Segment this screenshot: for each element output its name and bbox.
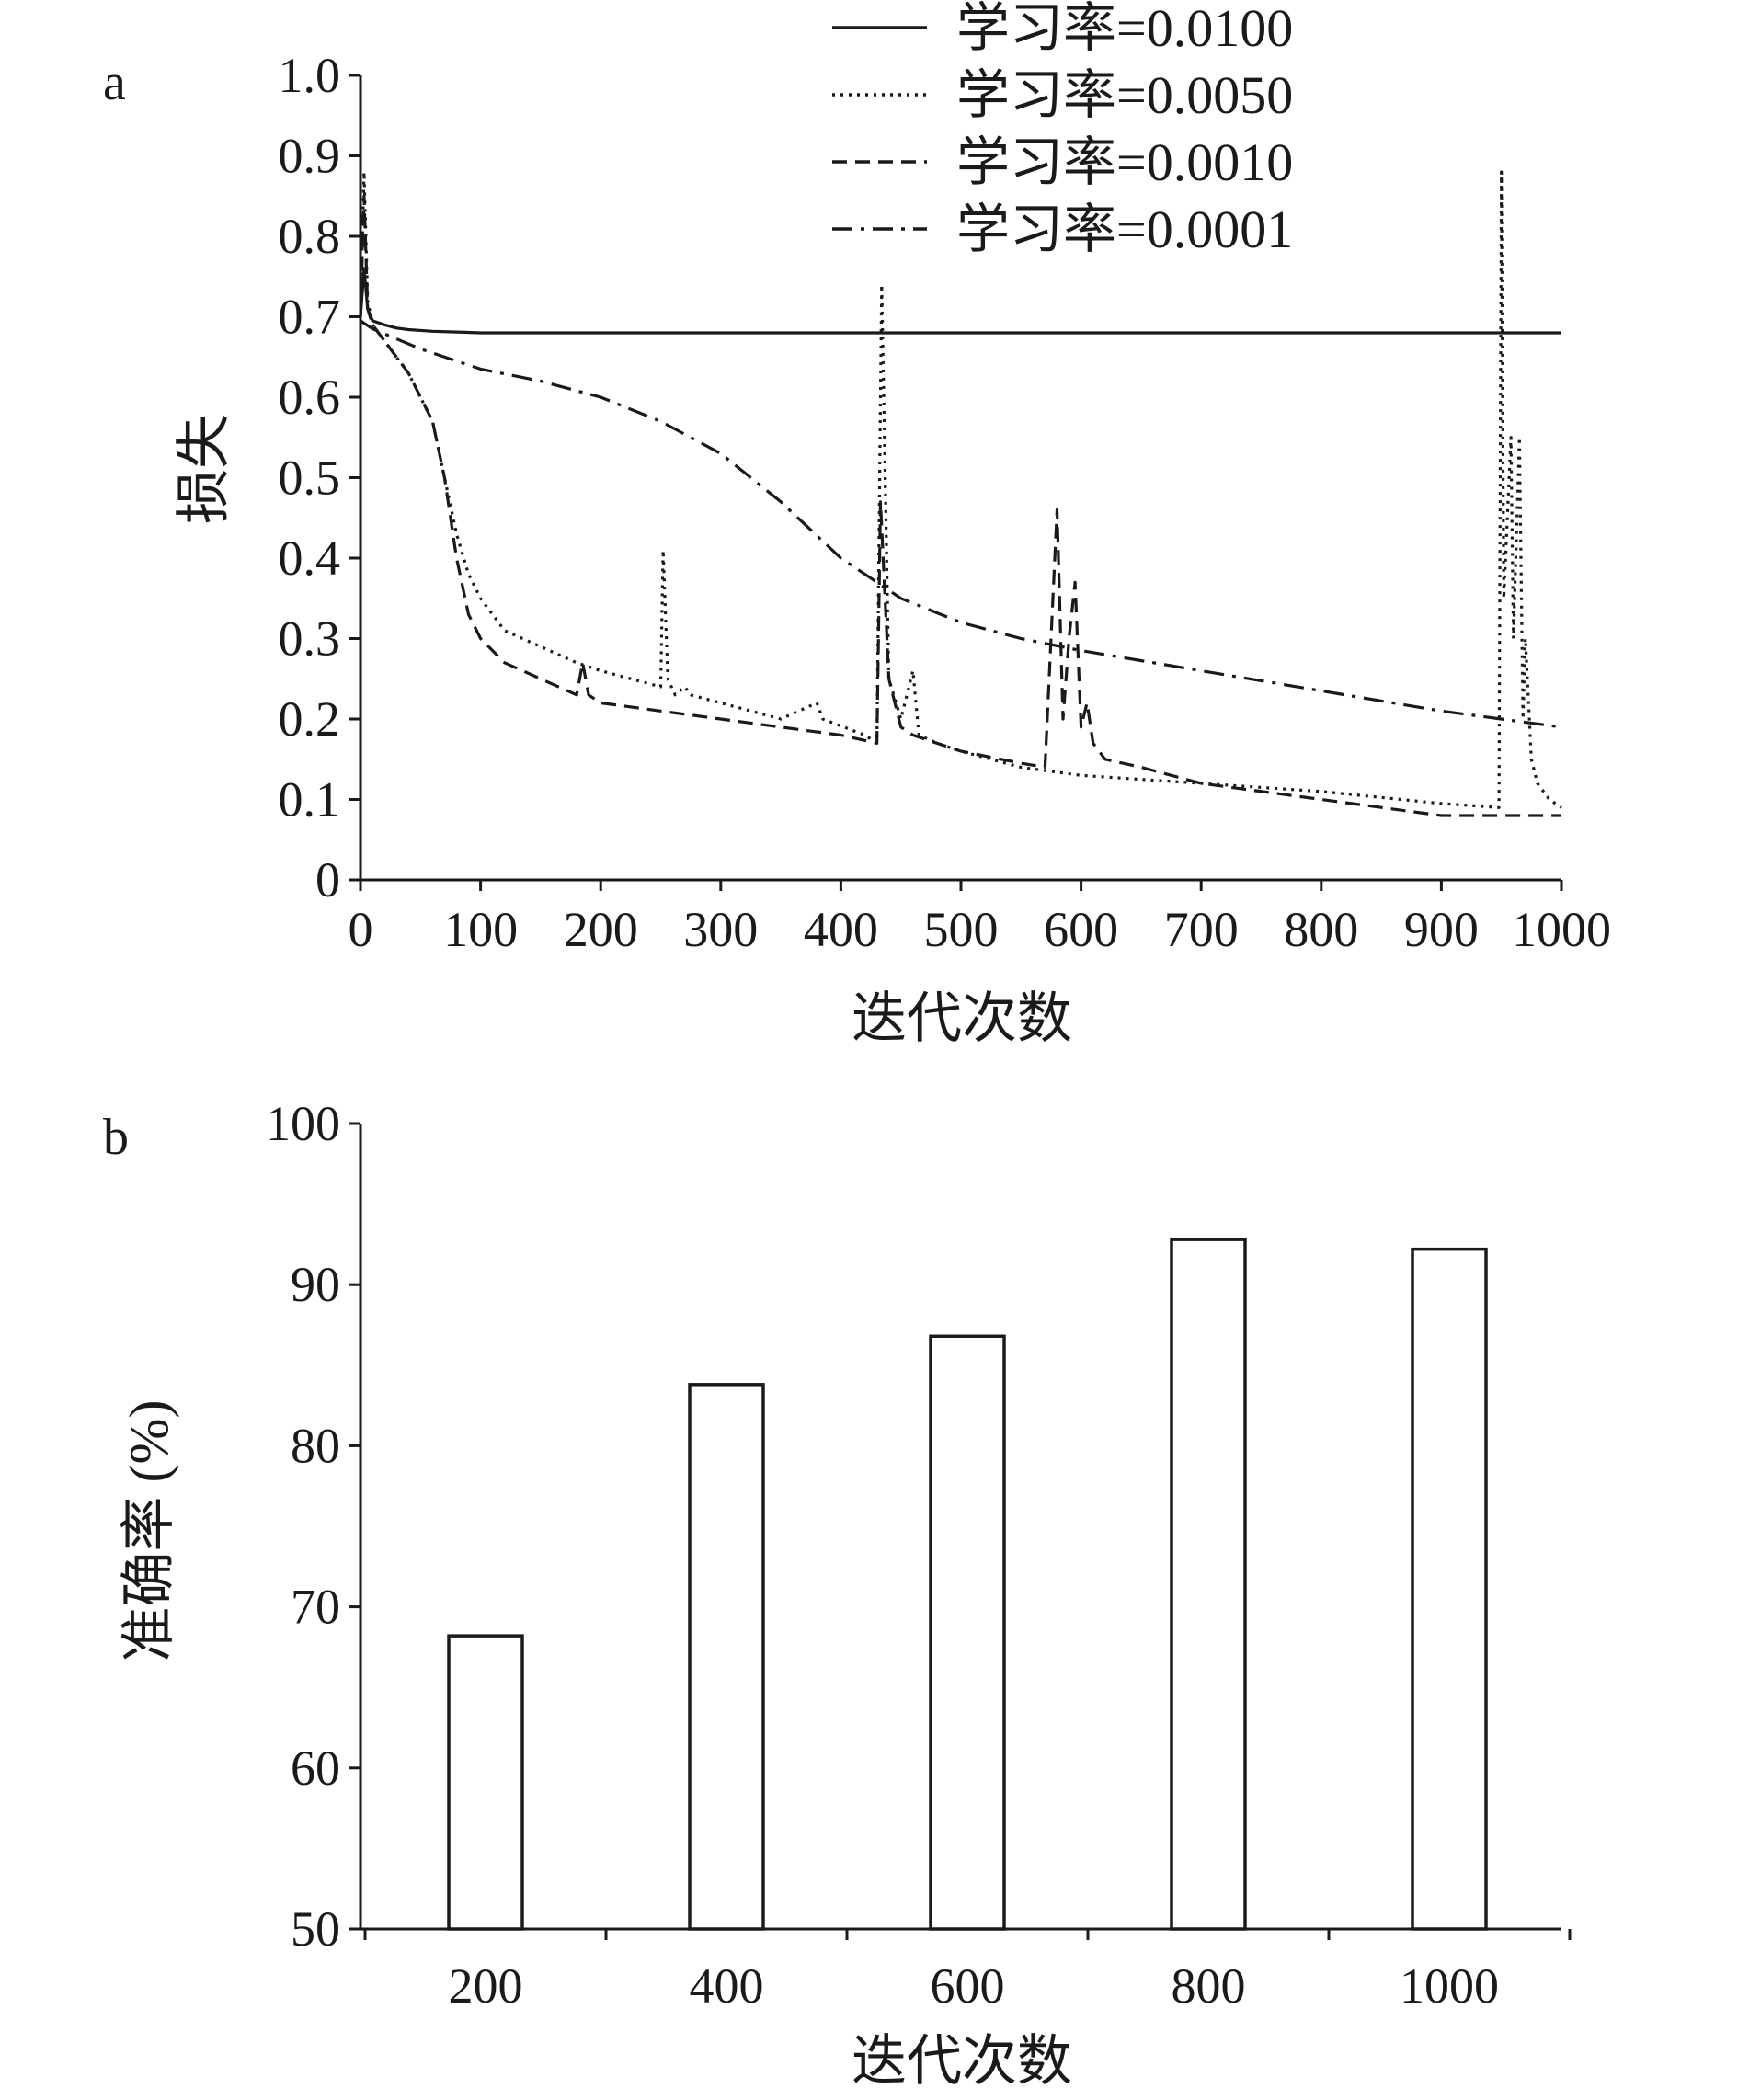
y-tick-label: 90 — [291, 1257, 340, 1312]
y-tick-label: 0.3 — [279, 611, 341, 667]
panel-b-x-axis-title: 迭代次数 — [852, 2031, 1072, 2092]
y-tick-label: 0 — [315, 852, 340, 907]
x-tick-label: 400 — [690, 1958, 764, 2014]
y-tick-label: 0.2 — [279, 691, 341, 747]
legend-entry-label: 学习率=0.0100 — [956, 0, 1293, 58]
y-tick-label: 100 — [266, 1096, 340, 1151]
panel-b-y-ticks: 50 60 70 80 90 100 — [266, 1096, 360, 1957]
panel-b-x-ticks: 200 400 600 800 1000 — [363, 1929, 1572, 2014]
panel-b-y-axis-title: 准确率 (%) — [119, 1400, 179, 1662]
panel-a-line-chart: a 0 0.1 0.2 0.3 0.4 0.5 0.6 0.7 0.8 0.9 1.0 0 100 20… — [103, 0, 1611, 1049]
y-tick-label: 0.8 — [279, 209, 341, 264]
x-tick-label: 700 — [1164, 902, 1239, 957]
panel-a-x-axis-title: 迭代次数 — [852, 988, 1072, 1049]
x-tick-label: 600 — [931, 1958, 1005, 2014]
x-tick-label: 800 — [1284, 902, 1358, 957]
series-line-1 — [359, 267, 1561, 335]
y-tick-label: 0.4 — [279, 531, 341, 586]
bar-400 — [688, 1383, 765, 1931]
x-tick-label: 1000 — [1512, 902, 1611, 957]
x-tick-label: 500 — [924, 902, 999, 957]
y-tick-label: 0.5 — [279, 451, 341, 506]
x-tick-label: 0 — [349, 902, 373, 957]
x-tick-label: 100 — [443, 902, 518, 957]
legend-entry-label: 学习率=0.0010 — [956, 132, 1293, 192]
series-line-4 — [360, 319, 1562, 729]
y-tick-label: 60 — [291, 1740, 340, 1796]
x-tick-label: 900 — [1404, 902, 1479, 957]
y-tick-label: 0.7 — [279, 290, 341, 345]
legend-entry-label: 学习率=0.0001 — [956, 200, 1293, 259]
panel-b-label: b — [103, 1109, 129, 1166]
series-line-3 — [359, 194, 1561, 817]
y-tick-label: 70 — [291, 1580, 340, 1635]
panel-a-y-ticks: 0 0.1 0.2 0.3 0.4 0.5 0.6 0.7 0.8 0.9 1.0 — [279, 48, 360, 907]
bar-200 — [447, 1634, 524, 1931]
panel-a-x-ticks: 0 100 200 300 400 500 600 700 800 900 1000 — [349, 880, 1611, 957]
legend-entry-label: 学习率=0.0050 — [956, 65, 1293, 125]
y-tick-label: 0.1 — [279, 772, 341, 827]
panel-b-bars — [447, 1238, 1488, 1931]
y-tick-label: 50 — [291, 1901, 340, 1957]
panel-a-series-lines — [359, 170, 1562, 817]
bar-800 — [1170, 1238, 1247, 1931]
x-tick-label: 1000 — [1400, 1958, 1499, 2014]
panel-a-y-axis-title: 损失 — [174, 414, 234, 524]
panel-a-label: a — [103, 54, 126, 111]
x-tick-label: 800 — [1172, 1958, 1246, 2014]
bar-1000 — [1411, 1247, 1488, 1931]
x-tick-label: 400 — [804, 902, 878, 957]
x-tick-label: 600 — [1044, 902, 1118, 957]
panel-a-legend: 学习率=0.0100 学习率=0.0050 学习率=0.0010 学习率=0.0001 — [832, 0, 1293, 259]
bar-600 — [929, 1334, 1006, 1931]
y-tick-label: 0.9 — [279, 129, 341, 184]
x-tick-label: 200 — [564, 902, 638, 957]
y-tick-label: 0.6 — [279, 370, 341, 425]
series-line-2 — [359, 170, 1562, 809]
panel-b-bar-chart: b 50 60 70 80 90 100 200 400 600 800 1000 准确率 (%)… — [103, 1096, 1572, 2092]
x-tick-label: 200 — [449, 1958, 523, 2014]
x-tick-label: 300 — [683, 902, 758, 957]
y-tick-label: 1.0 — [279, 48, 341, 103]
y-tick-label: 80 — [291, 1418, 340, 1473]
